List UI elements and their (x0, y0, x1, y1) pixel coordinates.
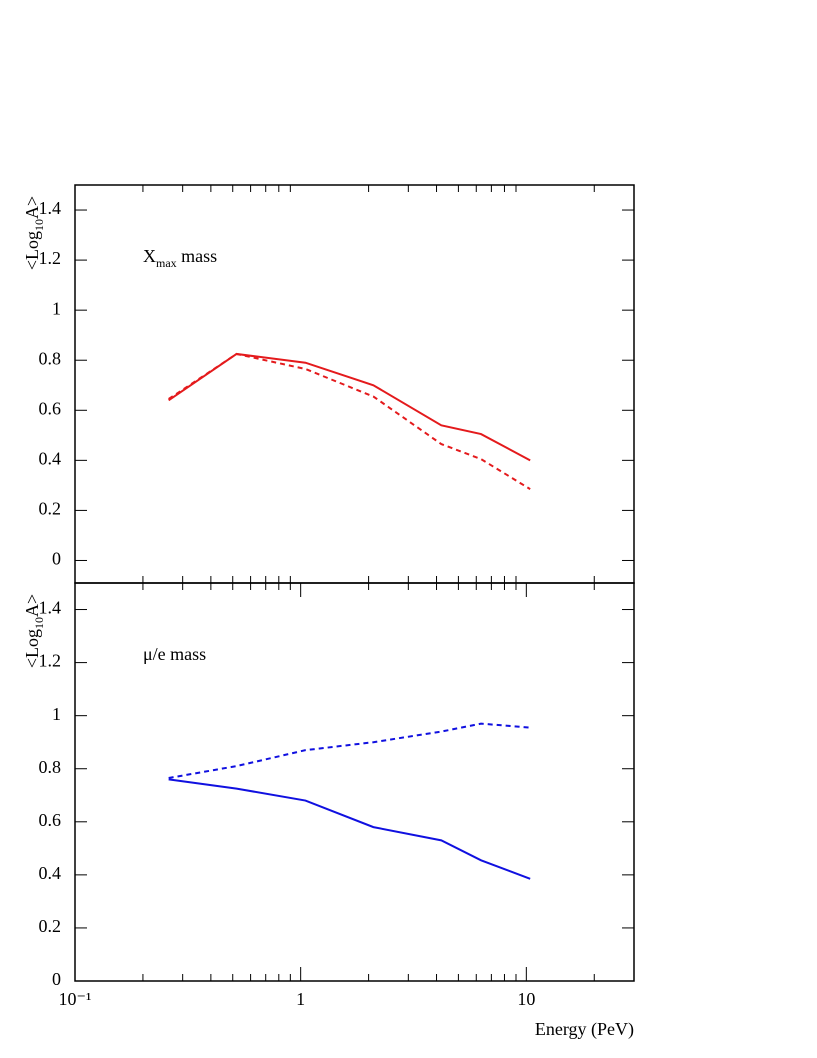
y-tick-label: 1 (52, 704, 61, 724)
y-tick-label: 1 (52, 298, 61, 318)
label-end: A> (22, 594, 42, 617)
y-tick-label: 0.6 (39, 810, 62, 830)
x-tick-label: 10⁻¹ (59, 989, 92, 1009)
label-sub: 10 (32, 617, 46, 629)
label-main: <Log (22, 629, 42, 668)
y-tick-label: 0 (52, 549, 61, 569)
y-tick-label: 0.2 (39, 916, 62, 936)
label-main: X (143, 246, 156, 266)
y-tick-label: 0 (52, 969, 61, 989)
label: <Log10A> (22, 594, 46, 668)
y-tick-label: 0.2 (39, 499, 62, 519)
y-tick-label: 1.2 (39, 651, 62, 671)
y-tick-label: 0.6 (39, 398, 62, 418)
plot-frame (74, 184, 635, 584)
y-tick-label: 0.4 (39, 863, 62, 883)
series-line (168, 352, 531, 490)
x-tick-label: 1 (296, 989, 305, 1009)
label-sub: 10 (32, 219, 46, 231)
y-tick-label: 0.4 (39, 448, 62, 468)
y-tick-label: 0.8 (39, 348, 62, 368)
series-line (168, 778, 531, 880)
y-tick-label: 0.8 (39, 757, 62, 777)
label-sub: max (156, 256, 177, 270)
y-tick-label: 1.4 (39, 598, 62, 618)
x-axis-label: Energy (PeV) (535, 1019, 634, 1040)
label: μ/e mass (143, 644, 206, 664)
label: <Log10A> (22, 196, 46, 270)
label: Xmax mass (143, 246, 217, 270)
label-end: mass (177, 246, 218, 266)
series-line (168, 722, 531, 780)
x-tick-label: 10 (517, 989, 535, 1009)
label-end: A> (22, 196, 42, 219)
y-tick-label: 1.2 (39, 248, 62, 268)
plot-frame (74, 582, 635, 982)
series-line (168, 352, 531, 462)
y-tick-label: 1.4 (39, 198, 62, 218)
label-main: <Log (22, 231, 42, 270)
label-main: μ/e mass (143, 644, 206, 664)
